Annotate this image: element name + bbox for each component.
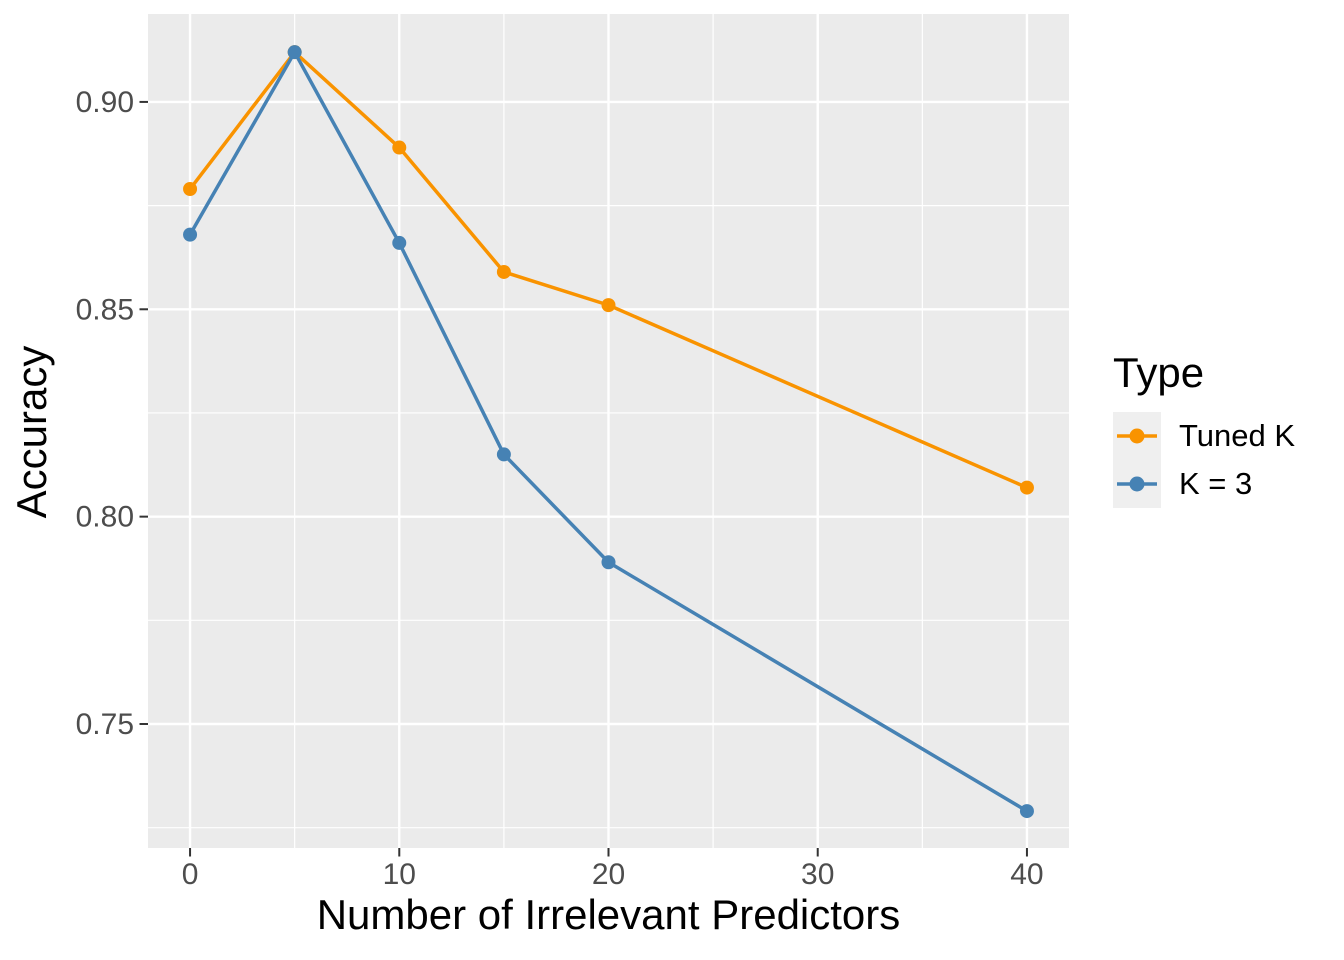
x-tick-label: 20 bbox=[592, 858, 625, 891]
legend-key-tuned-k-icon bbox=[1113, 412, 1161, 461]
legend: Type Tuned K K = 3 bbox=[1113, 349, 1296, 509]
data-point-k3 bbox=[496, 447, 511, 462]
data-point-tuned-k bbox=[392, 140, 407, 155]
y-tick-label: 0.85 bbox=[76, 293, 134, 326]
data-point-tuned-k bbox=[601, 298, 616, 313]
legend-label-k3: K = 3 bbox=[1179, 466, 1253, 502]
legend-title: Type bbox=[1113, 349, 1205, 396]
data-point-tuned-k bbox=[183, 182, 198, 197]
data-point-tuned-k bbox=[496, 264, 511, 279]
series-line-tuned-k bbox=[188, 50, 1028, 490]
y-tick-label: 0.75 bbox=[76, 708, 134, 741]
y-tick-label: 0.90 bbox=[76, 86, 134, 119]
series-line-k3 bbox=[188, 50, 1028, 813]
legend-key-k3-icon bbox=[1113, 460, 1161, 509]
x-tick-label: 10 bbox=[383, 858, 416, 891]
y-tick-label: 0.80 bbox=[76, 501, 134, 534]
x-tick-label: 40 bbox=[1010, 858, 1043, 891]
data-point-k3 bbox=[287, 45, 302, 60]
data-point-k3 bbox=[601, 555, 616, 570]
legend-entry-k3: K = 3 bbox=[1113, 460, 1295, 509]
legend-entry-tuned-k: Tuned K bbox=[1113, 412, 1296, 461]
data-point-k3 bbox=[392, 235, 407, 250]
x-tick-label: 0 bbox=[182, 858, 199, 891]
data-point-tuned-k bbox=[1019, 480, 1034, 495]
y-axis-title: Accuracy bbox=[7, 345, 55, 519]
x-tick-label: 30 bbox=[801, 858, 834, 891]
legend-label-tuned-k: Tuned K bbox=[1179, 418, 1296, 454]
data-point-k3 bbox=[183, 227, 198, 242]
data-point-k3 bbox=[1019, 804, 1034, 819]
x-axis-title: Number of Irrelevant Predictors bbox=[316, 891, 901, 938]
